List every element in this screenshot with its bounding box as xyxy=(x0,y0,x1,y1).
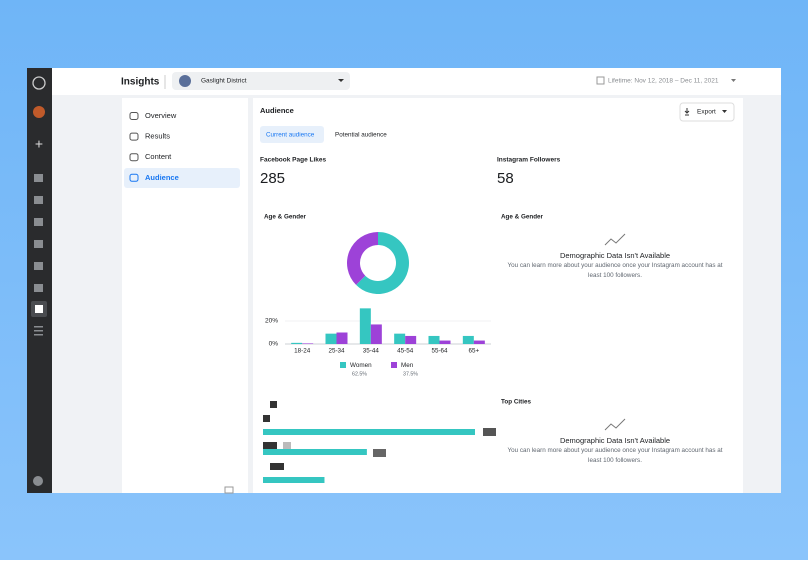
redacted-labels xyxy=(263,401,496,470)
legend-swatch xyxy=(391,362,397,368)
unavailable-text: You can learn more about your audience o… xyxy=(507,447,723,464)
nav-icon xyxy=(129,153,139,162)
unavailable-text: You can learn more about your audience o… xyxy=(507,262,723,279)
nav-highlight xyxy=(124,168,240,188)
calendar-icon xyxy=(596,76,605,85)
bar xyxy=(405,335,417,344)
nav-panel xyxy=(122,98,248,493)
page-avatar xyxy=(179,75,191,87)
x-tick-label: 25-34 xyxy=(328,348,345,355)
export-button[interactable] xyxy=(679,102,735,122)
bar xyxy=(428,335,440,344)
nav-item[interactable]: Content xyxy=(145,152,172,161)
stat-label: Facebook Page Likes xyxy=(260,157,326,164)
svg-text:+: + xyxy=(35,136,43,152)
panel-title: Audience xyxy=(260,106,294,115)
tab-active[interactable] xyxy=(260,126,324,143)
bar xyxy=(263,477,325,483)
unavailable-message: You can learn more about your audience o… xyxy=(507,447,723,464)
donut-slice xyxy=(346,232,378,285)
x-tick-label: 55-64 xyxy=(431,348,448,355)
chart-icon xyxy=(604,418,626,431)
sidebar-icons: + xyxy=(31,76,47,486)
section-title: Age & Gender xyxy=(264,214,307,221)
page-title: Insights xyxy=(121,77,160,88)
legend-value: 37.5% xyxy=(403,371,418,377)
bar xyxy=(473,340,485,344)
bar xyxy=(359,308,371,344)
collapse-icon[interactable] xyxy=(224,486,234,494)
nav-item[interactable]: Results xyxy=(145,132,170,141)
caret xyxy=(338,79,344,82)
y-tick-label: 0% xyxy=(269,341,279,348)
stat-label: Instagram Followers xyxy=(497,157,561,164)
caret xyxy=(722,110,727,113)
bar xyxy=(325,333,337,344)
caret xyxy=(731,79,736,82)
bar xyxy=(370,324,382,344)
bar xyxy=(394,333,406,344)
y-tick-label: 20% xyxy=(265,318,278,325)
stat-value: 58 xyxy=(497,170,514,187)
main-panel xyxy=(253,98,743,493)
unavailable-message: You can learn more about your audience o… xyxy=(507,262,723,279)
stat-value: 285 xyxy=(260,170,285,187)
nav-item[interactable]: Audience xyxy=(145,173,179,182)
date-range[interactable]: Lifetime: Nov 12, 2018 – Dec 11, 2021 xyxy=(608,78,719,85)
tab[interactable]: Potential audience xyxy=(335,132,387,139)
legend-label: Men xyxy=(401,362,414,369)
nav-icon xyxy=(129,173,139,182)
legend-value: 62.5% xyxy=(352,371,367,377)
bar xyxy=(462,335,474,344)
x-tick-label: 65+ xyxy=(468,348,479,355)
nav-icon xyxy=(129,112,139,120)
nav-icon xyxy=(129,132,139,141)
app-sidebar xyxy=(27,68,52,493)
bar xyxy=(302,343,314,344)
tab: Current audience xyxy=(266,132,315,139)
section-title: Top Cities xyxy=(501,399,531,406)
page-selector[interactable] xyxy=(172,72,350,90)
bar xyxy=(291,342,303,344)
legend-swatch xyxy=(340,362,346,368)
section-title: Age & Gender xyxy=(501,214,544,221)
bar xyxy=(263,449,367,455)
bar xyxy=(439,340,451,344)
export-icon xyxy=(684,108,690,116)
bar xyxy=(263,429,475,435)
page-name: Gaslight District xyxy=(201,78,247,85)
nav-item[interactable]: Overview xyxy=(145,111,177,120)
chart-icon xyxy=(604,233,626,246)
bar xyxy=(336,332,348,344)
export-label: Export xyxy=(697,109,716,116)
unavailable-title: Demographic Data Isn't Available xyxy=(560,251,670,260)
unavailable-title: Demographic Data Isn't Available xyxy=(560,436,670,445)
x-tick-label: 18-24 xyxy=(294,348,311,355)
x-tick-label: 35-44 xyxy=(363,348,380,355)
donut-slice xyxy=(356,232,409,294)
legend-label: Women xyxy=(350,362,372,369)
x-tick-label: 45-54 xyxy=(397,348,414,355)
